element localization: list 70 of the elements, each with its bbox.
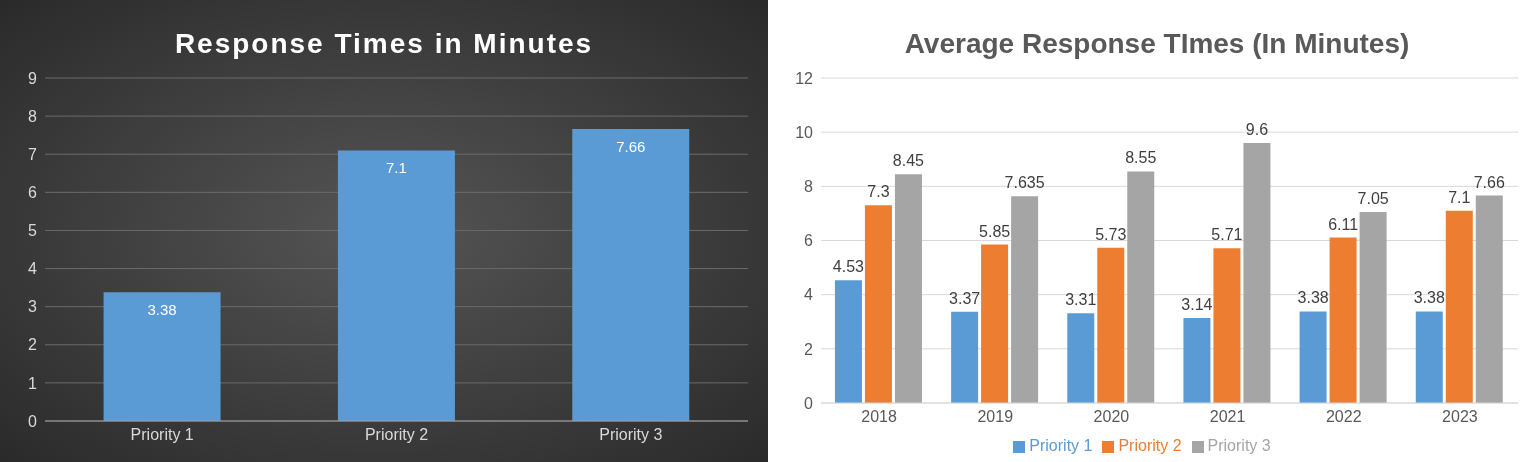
bar [1183, 317, 1211, 403]
y-tick-label: 0 [28, 412, 38, 430]
data-label: 5.85 [979, 222, 1011, 240]
data-label: 3.31 [1065, 291, 1097, 309]
bar [1011, 196, 1039, 403]
x-tick-label: 2020 [1093, 408, 1130, 426]
x-tick-label: Priority 3 [599, 426, 663, 444]
data-label: 3.38 [1413, 289, 1445, 307]
y-tick-label: 0 [804, 394, 814, 412]
y-tick-label: 4 [28, 260, 38, 278]
data-label: 7.05 [1357, 190, 1389, 208]
bar [1359, 212, 1387, 403]
data-label: 8.55 [1125, 149, 1157, 167]
bar [1127, 171, 1155, 403]
data-label: 7.635 [1004, 174, 1045, 192]
data-label: 6.11 [1328, 215, 1359, 233]
x-tick-label: 2021 [1209, 408, 1246, 426]
y-tick-label: 7 [28, 145, 38, 163]
bar [1213, 248, 1241, 403]
x-tick-label: 2023 [1442, 408, 1478, 426]
y-tick-label: 10 [795, 123, 814, 141]
x-tick-label: Priority 2 [364, 426, 429, 444]
y-tick-label: 5 [28, 222, 38, 240]
bar [572, 129, 690, 421]
data-label: 7.1 [385, 159, 407, 177]
bar [1475, 195, 1503, 403]
y-tick-label: 8 [28, 107, 38, 125]
bar [1097, 247, 1125, 403]
y-tick-label: 4 [804, 286, 814, 304]
y-tick-label: 2 [804, 340, 814, 358]
bar [1299, 311, 1327, 403]
chart-title: Response Times in Minutes [173, 27, 595, 61]
data-label: 8.45 [892, 152, 925, 170]
data-label: 3.14 [1181, 295, 1213, 313]
data-label: 4.53 [832, 258, 865, 276]
bar [1445, 210, 1473, 403]
y-tick-label: 6 [28, 184, 38, 202]
bar [894, 174, 922, 403]
data-label: 5.73 [1095, 225, 1127, 243]
y-tick-label: 1 [28, 374, 38, 392]
bar [834, 280, 862, 403]
data-label: 5.71 [1211, 226, 1243, 244]
x-tick-label: 2019 [977, 408, 1014, 426]
data-label: 7.1 [1448, 188, 1471, 206]
x-tick-label: 2022 [1325, 408, 1362, 426]
y-tick-label: 6 [804, 232, 814, 250]
data-label: 7.3 [867, 183, 890, 201]
x-tick-label: Priority 1 [130, 426, 194, 444]
bar [864, 205, 892, 403]
data-label: 7.66 [1473, 173, 1505, 191]
y-tick-label: 2 [28, 336, 38, 354]
data-label: 9.6 [1245, 121, 1269, 138]
y-tick-label: 3 [28, 298, 38, 316]
data-label: 3.37 [949, 289, 981, 307]
bar [1243, 143, 1271, 403]
chart-title: Average Response TImes (In Minutes) [903, 27, 1411, 61]
bar [1067, 313, 1095, 403]
x-tick-label: 2018 [861, 408, 897, 426]
y-tick-label: 9 [28, 69, 38, 87]
data-label: 3.38 [147, 300, 177, 318]
bar [1329, 237, 1357, 403]
data-label: 3.38 [1297, 289, 1329, 307]
data-label: 7.66 [616, 137, 646, 155]
bar [1415, 311, 1443, 403]
y-tick-label: 12 [795, 69, 814, 87]
y-tick-label: 8 [804, 178, 814, 196]
bar [337, 150, 455, 421]
bar [951, 311, 979, 403]
bar [103, 292, 221, 421]
bar [981, 244, 1009, 403]
